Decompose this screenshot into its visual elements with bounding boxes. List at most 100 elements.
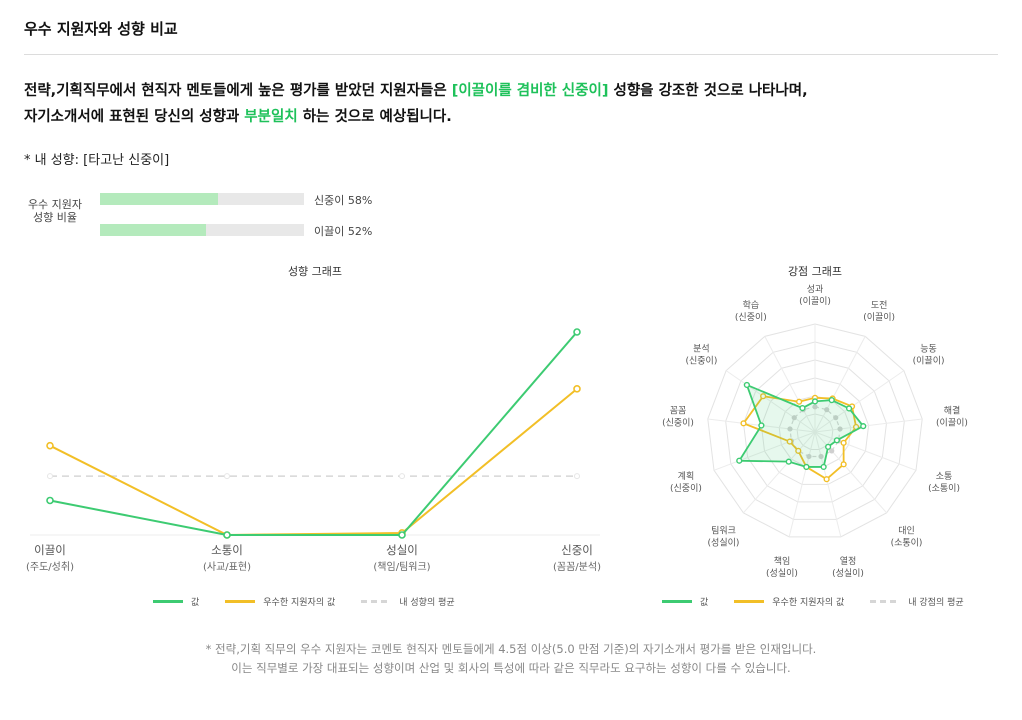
radar-axis-sublabel: (이끌이) bbox=[863, 312, 895, 323]
headline-line-1-prefix: 전략,기획직무에서 현직자 멘토들에게 높은 평가를 받았던 지원자들은 bbox=[24, 83, 452, 99]
line-chart-title: 성향 그래프 bbox=[287, 265, 343, 278]
legend-label: 우수한 지원자의 값 bbox=[263, 598, 336, 608]
radar-axis-label: 학습 bbox=[743, 300, 760, 311]
radar-spoke bbox=[814, 370, 905, 433]
radar-point bbox=[833, 437, 840, 444]
radar-axis-label: 소통 bbox=[936, 471, 953, 482]
legend-swatch bbox=[225, 600, 256, 603]
radar-spoke bbox=[725, 370, 816, 433]
headline-line-1-suffix: 성향을 강조한 것으로 나타나며, bbox=[608, 83, 808, 99]
radar-point bbox=[811, 398, 819, 405]
radar-axis-label: 분석 bbox=[693, 344, 710, 355]
radar-point bbox=[806, 453, 812, 460]
headline-line-1-highlight: [이끌이를 겸비한 신중이] bbox=[451, 83, 609, 99]
data-point bbox=[46, 441, 54, 450]
radar-spoke bbox=[788, 431, 816, 537]
radar-axis-label: 열정 bbox=[840, 556, 857, 567]
radar-point bbox=[743, 381, 750, 389]
radar-point bbox=[840, 461, 847, 468]
legend-item: 내 성향의 평균 bbox=[361, 595, 455, 608]
divider bbox=[24, 54, 998, 55]
radar-axis-sublabel: (성실이) bbox=[708, 537, 740, 548]
radar-point bbox=[760, 393, 767, 400]
x-tick-label: 소통이 bbox=[211, 543, 243, 557]
ratio-bar-fill bbox=[100, 224, 206, 236]
radar-axis-sublabel: (이끌이) bbox=[936, 417, 968, 428]
radar-chart: 성과(이끌이) 도전(이끌이)능동(이끌이)해결(이끌이)소통(소통이)대인(소통… bbox=[662, 284, 968, 579]
data-point bbox=[573, 328, 581, 336]
radar-axis-label: 성과 bbox=[807, 284, 824, 295]
radar-axis-label: 꼼꼼 bbox=[670, 405, 687, 416]
line-chart: 이끌이 (주도/성취) 소통이 (사교/표현) 성실이 (책임/팀워크) 신중이 (꼼꼼/분석… bbox=[26, 328, 601, 573]
data-point bbox=[573, 385, 581, 393]
radar-axis-sublabel: (신중이) bbox=[735, 312, 767, 323]
data-point bbox=[46, 496, 54, 505]
radar-axis-sublabel: (소통이) bbox=[928, 483, 960, 494]
radar-point bbox=[860, 423, 867, 430]
radar-axis-label: 책임 bbox=[774, 555, 791, 567]
radar-point bbox=[786, 438, 793, 445]
radar-point bbox=[803, 463, 810, 471]
radar-point bbox=[828, 397, 835, 404]
legend-swatch bbox=[870, 600, 901, 603]
x-tick-sublabel: (책임/팀워크) bbox=[373, 560, 430, 573]
data-point bbox=[574, 473, 580, 480]
radar-point bbox=[833, 415, 839, 421]
x-tick-sublabel: (주도/성취) bbox=[26, 561, 74, 573]
radar-point bbox=[823, 476, 830, 483]
headline-line-2-highlight: 부분일치 bbox=[244, 109, 298, 125]
radar-spoke bbox=[814, 336, 866, 433]
radar-axis-sublabel: (이끌이) bbox=[799, 296, 831, 307]
x-tick-label: 신중이 bbox=[561, 543, 593, 557]
headline-line-2-suffix: 하는 것으로 예상됩니다. bbox=[297, 109, 452, 125]
radar-point bbox=[795, 447, 802, 454]
footnote-line-2: 이는 직무별로 가장 대표되는 성향이며 산업 및 회사의 특성에 따라 같은 … bbox=[231, 661, 791, 675]
legend-swatch bbox=[361, 600, 392, 603]
legend-item: 값 bbox=[153, 595, 199, 608]
radar-spoke bbox=[814, 431, 842, 537]
ratio-label-line-1: 우수 지원자 bbox=[27, 198, 83, 211]
ratio-bar-fill bbox=[100, 193, 218, 205]
radar-spoke bbox=[814, 418, 923, 433]
radar-axis-sublabel: (성실이) bbox=[832, 568, 864, 579]
radar-series bbox=[737, 383, 865, 468]
radar-axis-sublabel: (신중이) bbox=[662, 417, 694, 428]
radar-point bbox=[796, 398, 803, 405]
data-point bbox=[398, 531, 406, 539]
ratio-bar-track bbox=[100, 193, 304, 205]
radar-point bbox=[824, 407, 830, 413]
radar-grid-ring bbox=[725, 341, 905, 520]
radar-series bbox=[789, 406, 841, 458]
radar-axis-sublabel: (이끌이) bbox=[913, 356, 945, 367]
radar-point bbox=[812, 404, 818, 410]
radar-point bbox=[820, 463, 827, 471]
legend-label: 우수한 지원자의 값 bbox=[772, 598, 845, 608]
legend-item: 우수한 지원자의 값 bbox=[734, 595, 844, 608]
headline: 전략,기획직무에서 현직자 멘토들에게 높은 평가를 받았던 지원자들은 [이끌… bbox=[24, 78, 808, 130]
ratio-bar-track bbox=[100, 224, 304, 236]
legend-item: 값 bbox=[662, 595, 708, 608]
radar-axis-label: 팀워크 bbox=[711, 524, 736, 536]
legend-item: 내 강점의 평균 bbox=[870, 595, 964, 608]
radar-point bbox=[818, 453, 824, 460]
footnote-line-1: * 전략,기획 직무의 우수 지원자는 코멘토 현직자 멘토들에게 4.5점 이… bbox=[205, 642, 817, 656]
radar-point bbox=[845, 405, 853, 412]
my-trait: * 내 성향: [타고난 신중이] bbox=[24, 153, 170, 168]
radar-point bbox=[825, 443, 832, 450]
legend-label: 값 bbox=[191, 598, 200, 608]
footnote: * 전략,기획 직무의 우수 지원자는 코멘토 현직자 멘토들에게 4.5점 이… bbox=[0, 640, 1022, 678]
radar-axis-sublabel: (신중이) bbox=[670, 483, 702, 494]
radar-grid-ring bbox=[796, 413, 834, 450]
legend-swatch bbox=[662, 600, 692, 603]
data-point bbox=[47, 473, 53, 480]
radar-grid-ring bbox=[707, 323, 923, 538]
radar-spoke bbox=[764, 336, 816, 433]
x-tick-sublabel: (꼼꼼/분석) bbox=[553, 561, 601, 573]
data-point bbox=[223, 531, 231, 539]
legend-label: 내 강점의 평균 bbox=[908, 598, 964, 608]
radar-axis-sublabel: (신중이) bbox=[685, 356, 717, 367]
radar-spoke bbox=[713, 431, 816, 471]
radar-point bbox=[791, 415, 797, 421]
radar-point bbox=[837, 426, 843, 432]
radar-axis-sublabel: (성실이) bbox=[766, 568, 798, 579]
